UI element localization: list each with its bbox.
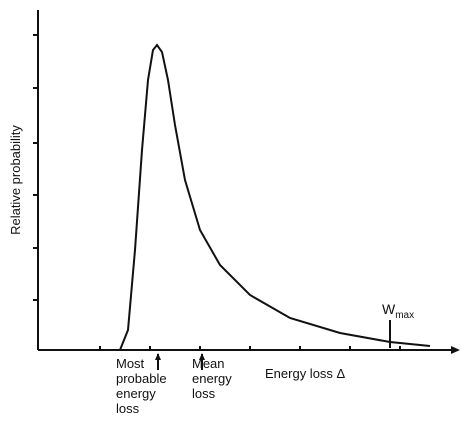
y-axis-label: Relative probability — [8, 125, 23, 235]
curve — [119, 43, 431, 351]
annotation-text: Wmax — [382, 301, 414, 321]
x-axis-arrow — [451, 346, 460, 354]
annotation-text: energy — [116, 386, 156, 401]
annotation-text: Mean — [192, 356, 225, 371]
annotation-main: W — [382, 301, 396, 317]
x-axis-label: Energy loss Δ — [265, 366, 346, 381]
annotation-text: loss — [116, 401, 140, 416]
annotation-subscript: max — [395, 310, 414, 321]
annotation-text: probable — [116, 371, 167, 386]
annotation-text: loss — [192, 386, 216, 401]
annotation-arrowhead — [199, 353, 205, 360]
annotation-text: Most — [116, 356, 145, 371]
annotation-text: energy — [192, 371, 232, 386]
annotation-arrowhead — [155, 353, 161, 360]
